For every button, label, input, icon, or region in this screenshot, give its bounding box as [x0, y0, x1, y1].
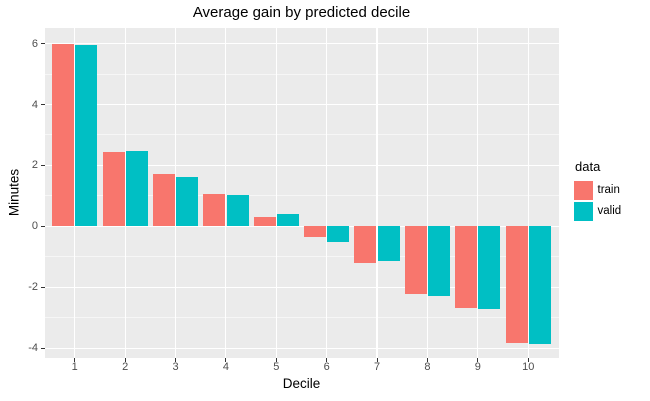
x-axis-title: Decile — [282, 376, 321, 391]
x-tick-mark — [376, 357, 378, 362]
legend-entry-label: valid — [597, 205, 622, 218]
bar-valid-decile-3 — [176, 177, 199, 227]
legend-swatch-train — [574, 181, 593, 200]
bar-valid-decile-7 — [377, 226, 400, 261]
x-tick-mark — [175, 357, 177, 362]
y-gridline-minor — [44, 195, 559, 197]
x-gridline-major — [225, 28, 227, 358]
x-tick-mark — [426, 357, 428, 362]
bar-valid-decile-6 — [327, 226, 350, 242]
y-tick-mark — [40, 286, 45, 288]
y-gridline-minor — [44, 134, 559, 136]
bar-valid-decile-5 — [276, 214, 299, 227]
plot-title: Average gain by predicted decile — [192, 4, 411, 21]
x-tick-mark — [527, 357, 529, 362]
y-tick-label: -4 — [28, 342, 38, 355]
y-axis-title: Minutes — [6, 168, 22, 217]
x-gridline-major — [174, 28, 177, 358]
y-tick-mark — [40, 43, 45, 45]
bar-valid-decile-1 — [75, 45, 98, 227]
y-gridline-major — [44, 286, 559, 289]
y-gridline-minor — [44, 256, 559, 258]
y-tick-mark — [40, 347, 45, 349]
y-gridline-minor — [44, 317, 559, 319]
y-tick-mark — [40, 225, 45, 227]
x-gridline-major — [275, 28, 277, 358]
bar-train-decile-8 — [404, 226, 427, 295]
y-tick-label: 0 — [31, 220, 38, 233]
y-gridline-major — [44, 42, 559, 45]
x-tick-label: 6 — [323, 360, 330, 373]
plot-panel — [44, 28, 559, 358]
bar-valid-decile-2 — [125, 150, 148, 227]
bar-train-decile-2 — [102, 151, 125, 227]
y-tick-mark — [40, 104, 45, 105]
y-gridline-major — [44, 225, 559, 228]
y-gridline-minor — [44, 73, 559, 75]
y-tick-label: 2 — [31, 159, 38, 172]
x-gridline-major — [426, 28, 429, 358]
x-gridline-major — [326, 28, 328, 358]
bar-valid-decile-10 — [528, 226, 551, 345]
bar-train-decile-10 — [505, 226, 528, 343]
y-tick-label: -2 — [28, 281, 38, 294]
bar-train-decile-6 — [304, 226, 327, 238]
x-gridline-major — [74, 28, 76, 358]
legend-entry-valid: valid — [574, 202, 621, 221]
bar-valid-decile-8 — [428, 226, 451, 296]
x-gridline-major — [124, 28, 126, 358]
x-tick-mark — [477, 357, 479, 362]
legend-entry-label: train — [597, 184, 620, 197]
x-tick-label: 2 — [122, 360, 129, 373]
x-tick-mark — [74, 357, 76, 362]
x-tick-mark — [124, 357, 126, 362]
y-gridline-major — [44, 164, 559, 167]
x-tick-label: 5 — [273, 360, 280, 373]
x-tick-label: 4 — [222, 360, 229, 373]
x-tick-label: 9 — [474, 360, 481, 373]
bar-valid-decile-4 — [226, 195, 249, 227]
bar-train-decile-9 — [455, 226, 478, 309]
x-tick-mark — [275, 357, 277, 362]
bar-train-decile-1 — [52, 43, 75, 227]
x-gridline-major — [527, 28, 529, 358]
legend: data train valid — [574, 159, 621, 223]
legend-swatch-valid — [574, 202, 593, 221]
x-tick-label: 8 — [424, 360, 431, 373]
bar-valid-decile-9 — [478, 226, 501, 309]
y-gridline-major — [44, 347, 559, 350]
bar-train-decile-5 — [253, 216, 276, 227]
y-tick-label: 6 — [31, 37, 38, 50]
y-tick-label: 4 — [31, 98, 38, 111]
x-tick-label: 1 — [71, 360, 78, 373]
bar-train-decile-3 — [152, 174, 175, 227]
x-tick-mark — [326, 357, 328, 362]
x-tick-label: 3 — [172, 360, 179, 373]
x-gridline-major — [376, 28, 378, 358]
y-gridline-major — [44, 103, 559, 106]
legend-title: data — [575, 159, 601, 174]
legend-entry-train: train — [574, 181, 621, 200]
x-tick-mark — [225, 357, 227, 362]
x-tick-label: 7 — [374, 360, 381, 373]
x-gridline-major — [477, 28, 479, 358]
x-tick-label: 10 — [522, 360, 535, 373]
legend-entries: train valid — [574, 181, 621, 221]
y-tick-mark — [40, 164, 45, 166]
bar-train-decile-4 — [203, 193, 226, 227]
bar-train-decile-7 — [354, 226, 377, 263]
